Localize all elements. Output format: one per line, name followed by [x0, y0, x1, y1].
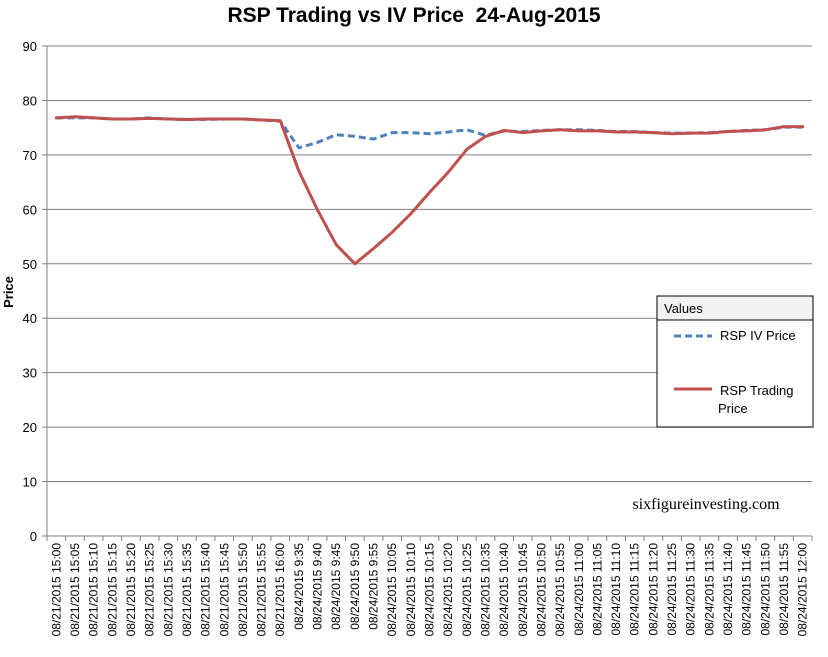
x-tick-label: 08/24/2015 11:20 — [646, 543, 660, 636]
x-tick-label: 08/24/2015 11:40 — [721, 543, 735, 636]
legend-label-iv: RSP IV Price — [720, 328, 796, 343]
x-tick-label: 08/24/2015 11:05 — [590, 543, 604, 636]
y-tick-label: 80 — [23, 93, 37, 108]
x-tick-label: 08/21/2015 15:40 — [199, 543, 213, 637]
watermark: sixfigureinvesting.com — [632, 496, 780, 513]
y-tick-label: 50 — [23, 257, 37, 272]
x-tick-label: 08/21/2015 15:45 — [217, 543, 231, 637]
x-tick-label: 08/21/2015 15:10 — [87, 543, 101, 637]
y-tick-label: 10 — [23, 475, 37, 490]
x-tick-label: 08/24/2015 10:50 — [534, 543, 548, 637]
x-tick-label: 08/24/2015 11:55 — [777, 543, 791, 636]
x-tick-label: 08/21/2015 15:20 — [124, 543, 138, 637]
x-tick-label: 08/21/2015 15:35 — [180, 543, 194, 637]
x-tick-label: 08/21/2015 15:25 — [143, 543, 157, 637]
x-tick-label: 08/21/2015 15:00 — [49, 543, 63, 637]
chart-title: RSP Trading vs IV Price 24-Aug-2015 — [227, 4, 601, 27]
x-tick-label: 08/24/2015 10:15 — [423, 543, 437, 637]
y-tick-label: 30 — [23, 366, 37, 381]
x-tick-label: 08/24/2015 9:35 — [292, 543, 306, 630]
x-tick-label: 08/24/2015 10:25 — [460, 543, 474, 637]
x-tick-label: 08/24/2015 11:45 — [740, 543, 754, 636]
y-tick-label: 0 — [30, 529, 37, 544]
x-tick-label: 08/21/2015 15:05 — [68, 543, 82, 637]
x-tick-label: 08/24/2015 11:50 — [758, 543, 772, 636]
x-tick-label: 08/24/2015 11:15 — [628, 543, 642, 636]
legend-header — [656, 295, 814, 321]
x-tick-label: 08/24/2015 10:05 — [385, 543, 399, 637]
x-tick-label: 08/21/2015 15:50 — [236, 543, 250, 637]
x-tick-label: 08/24/2015 11:10 — [609, 543, 623, 636]
y-tick-label: 20 — [23, 420, 37, 435]
x-tick-label: 08/21/2015 16:00 — [273, 543, 287, 637]
y-tick-label: 90 — [23, 39, 37, 54]
x-tick-label: 08/24/2015 11:00 — [572, 543, 586, 636]
legend-title: Values — [664, 301, 703, 316]
y-tick-label: 70 — [23, 148, 37, 163]
series-line-rsp-trading-price — [54, 115, 805, 266]
series-lines — [54, 115, 805, 266]
y-tick-label: 40 — [23, 311, 37, 326]
y-tick-label: 60 — [23, 202, 37, 217]
x-tick-label: 08/24/2015 10:35 — [478, 543, 492, 637]
legend: Values RSP IV Price RSP Trading Price — [656, 295, 814, 428]
y-tick-labels: 0 10 20 30 40 50 60 70 80 90 — [23, 39, 37, 544]
y-axis-label: Price — [1, 276, 16, 308]
x-tick-label: 08/21/2015 15:55 — [255, 543, 269, 637]
x-tick-label: 08/24/2015 10:40 — [497, 543, 511, 637]
x-tick-label: 08/24/2015 11:25 — [665, 543, 679, 636]
x-tick-label: 08/24/2015 9:45 — [329, 543, 343, 630]
x-tick-label: 08/24/2015 10:45 — [516, 543, 530, 637]
x-tick-label: 08/24/2015 11:35 — [702, 543, 716, 636]
x-tick-label: 08/24/2015 10:55 — [553, 543, 567, 637]
x-tick-label: 08/24/2015 9:40 — [311, 543, 325, 630]
axes — [42, 45, 813, 541]
x-tick-labels: 08/21/2015 15:00 08/21/2015 15:05 08/21/20… — [49, 543, 809, 637]
x-tick-label: 08/24/2015 10:20 — [441, 543, 455, 637]
x-tick-label: 08/24/2015 9:55 — [367, 543, 381, 630]
legend-label-trading-line1: RSP Trading — [720, 383, 793, 398]
x-tick-label: 08/24/2015 10:10 — [404, 543, 418, 637]
x-tick-label: 08/24/2015 9:50 — [348, 543, 362, 630]
legend-label-trading: RSP Trading Price — [718, 383, 797, 416]
x-tick-label: 08/21/2015 15:30 — [161, 543, 175, 637]
x-tick-label: 08/24/2015 12:00 — [796, 543, 810, 637]
legend-label-trading-line2: Price — [718, 401, 748, 416]
x-tick-label: 08/24/2015 11:30 — [684, 543, 698, 636]
x-tick-label: 08/21/2015 15:15 — [105, 543, 119, 637]
